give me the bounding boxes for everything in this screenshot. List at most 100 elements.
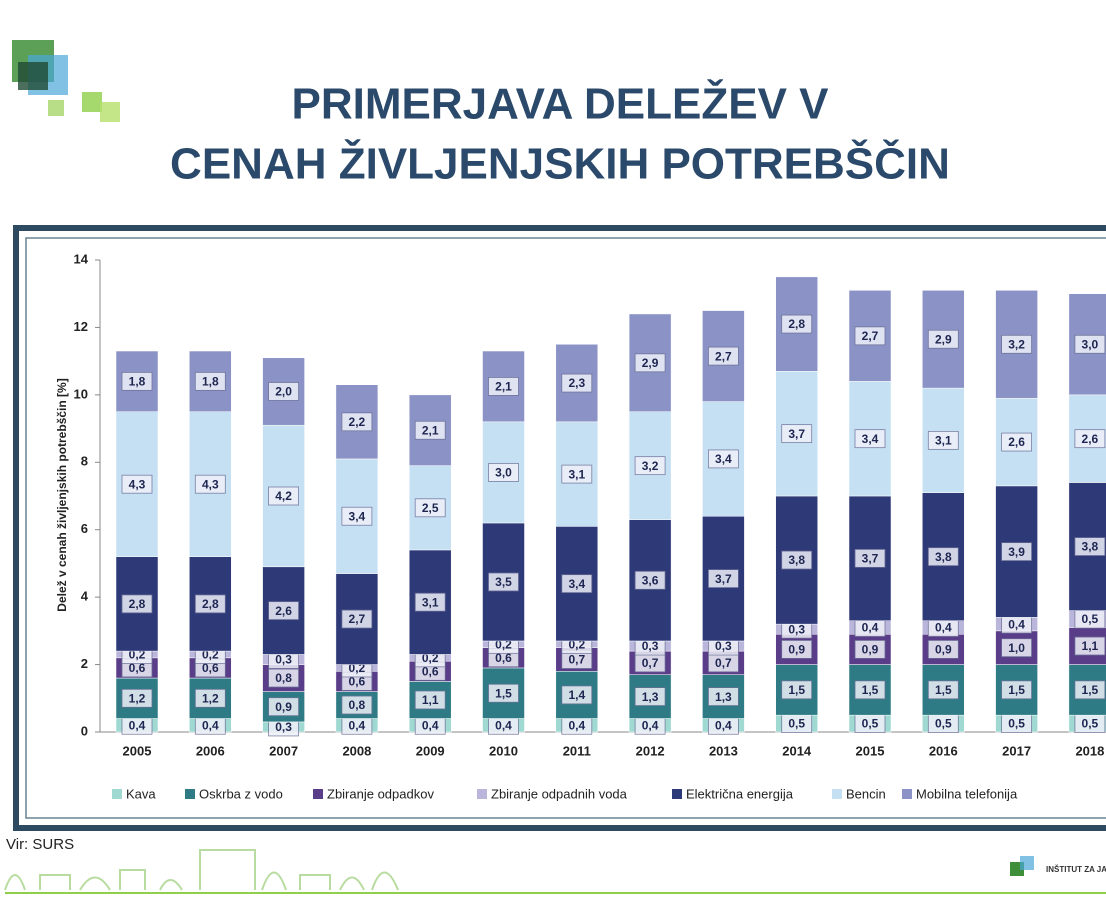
value-label: 3,0	[1082, 337, 1099, 351]
value-label: 1,8	[129, 375, 146, 389]
label-box	[634, 353, 666, 373]
label-box	[927, 640, 959, 659]
value-label: 0,6	[422, 664, 439, 678]
value-label: 3,4	[568, 577, 585, 591]
x-tick-label: 2013	[709, 743, 738, 758]
label-box	[634, 456, 666, 476]
value-label: 2,5	[422, 501, 439, 515]
value-label: 3,4	[715, 452, 732, 466]
value-label: 0,4	[935, 621, 952, 635]
x-tick-label: 2017	[1002, 743, 1031, 758]
x-tick-label: 2010	[489, 743, 518, 758]
value-label: 2,9	[935, 332, 952, 346]
value-label: 1,5	[935, 683, 952, 697]
label-box	[781, 550, 813, 570]
legend-swatch	[902, 789, 912, 799]
label-box	[708, 449, 739, 469]
value-label: 3,6	[642, 573, 659, 587]
value-label: 2,6	[1082, 432, 1099, 446]
x-tick-label: 2006	[196, 743, 225, 758]
value-label: 0,3	[275, 720, 292, 734]
value-label: 0,5	[1082, 717, 1099, 731]
value-label: 0,4	[642, 718, 659, 732]
value-label: 0,4	[495, 718, 512, 732]
label-box	[268, 668, 300, 688]
label-box	[781, 680, 813, 700]
value-label: 0,9	[275, 700, 292, 714]
label-box	[854, 548, 886, 568]
label-box	[1074, 429, 1106, 449]
value-label: 0,3	[642, 639, 659, 653]
value-label: 0,4	[422, 718, 439, 732]
y-tick-label: 14	[74, 251, 89, 266]
value-label: 0,3	[788, 622, 805, 636]
value-label: 0,4	[1008, 617, 1025, 631]
label-box	[341, 412, 373, 432]
value-label: 2,7	[349, 612, 366, 626]
label-box	[488, 572, 519, 592]
label-box	[561, 574, 593, 594]
label-box	[268, 382, 300, 401]
value-label: 1,1	[1082, 639, 1099, 653]
label-box	[634, 687, 666, 706]
value-label: 3,4	[862, 432, 879, 446]
value-label: 3,7	[788, 427, 805, 441]
label-box	[1074, 537, 1106, 556]
value-label: 2,3	[568, 376, 585, 390]
value-label: 2,6	[275, 604, 292, 618]
frame	[13, 225, 1106, 831]
label-box	[268, 601, 300, 621]
label-box	[781, 640, 813, 659]
value-label: 1,2	[202, 691, 219, 705]
label-box	[781, 424, 813, 444]
value-label: 0,5	[1082, 612, 1099, 626]
value-label: 2,8	[129, 597, 146, 611]
value-label: 1,4	[568, 688, 585, 702]
label-box	[414, 420, 446, 440]
legend-label: Mobilna telefonija	[916, 786, 1018, 801]
label-box	[488, 462, 519, 482]
value-label: 3,7	[715, 572, 732, 586]
value-label: 0,9	[862, 643, 879, 657]
value-label: 2,1	[422, 423, 439, 437]
x-tick-label: 2005	[123, 743, 152, 758]
value-label: 3,9	[1008, 545, 1025, 559]
label-box	[1074, 636, 1106, 656]
title-line: CENAH ŽIVLJENJSKIH POTREBŠČIN	[170, 138, 950, 189]
label-box	[121, 594, 153, 614]
value-label: 1,3	[642, 690, 659, 704]
x-tick-label: 2014	[782, 743, 812, 758]
y-tick-label: 12	[74, 319, 88, 334]
label-box	[561, 685, 593, 705]
label-box	[1074, 680, 1106, 700]
x-tick-label: 2011	[563, 743, 591, 758]
value-label: 0,3	[715, 639, 732, 653]
label-box	[1074, 334, 1106, 354]
label-box	[341, 506, 373, 526]
value-label: 0,4	[349, 718, 366, 732]
value-label: 0,6	[202, 661, 219, 675]
label-box	[194, 688, 226, 708]
value-label: 0,8	[349, 698, 366, 712]
value-label: 2,8	[202, 597, 219, 611]
value-label: 2,6	[1008, 435, 1025, 449]
value-label: 0,6	[349, 675, 366, 689]
label-box	[634, 570, 666, 590]
logo-text: INŠTITUT ZA JA	[1046, 865, 1106, 874]
legend-swatch	[832, 789, 842, 799]
value-label: 3,2	[1008, 337, 1025, 351]
value-label: 0,7	[715, 656, 732, 670]
label-box	[268, 697, 300, 717]
value-label: 0,7	[568, 653, 585, 667]
label-box	[854, 326, 886, 346]
value-label: 0,5	[935, 717, 952, 731]
label-box	[781, 314, 813, 334]
y-tick-label: 10	[74, 386, 88, 401]
label-box	[561, 464, 593, 484]
value-label: 3,2	[642, 459, 659, 473]
value-label: 0,4	[862, 621, 879, 635]
value-label: 4,3	[129, 477, 146, 491]
label-box	[194, 474, 226, 494]
value-label: 1,8	[202, 375, 219, 389]
